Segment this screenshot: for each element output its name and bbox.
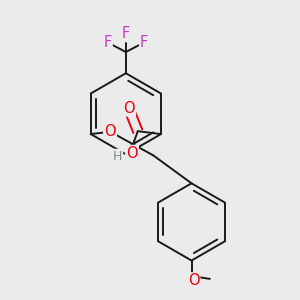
Text: O: O	[188, 273, 199, 288]
Text: F: F	[122, 26, 130, 41]
Text: O: O	[126, 146, 138, 161]
Text: F: F	[103, 35, 112, 50]
Text: O: O	[104, 124, 116, 139]
Text: H: H	[113, 150, 122, 163]
Text: F: F	[140, 35, 148, 50]
Text: O: O	[123, 100, 135, 116]
